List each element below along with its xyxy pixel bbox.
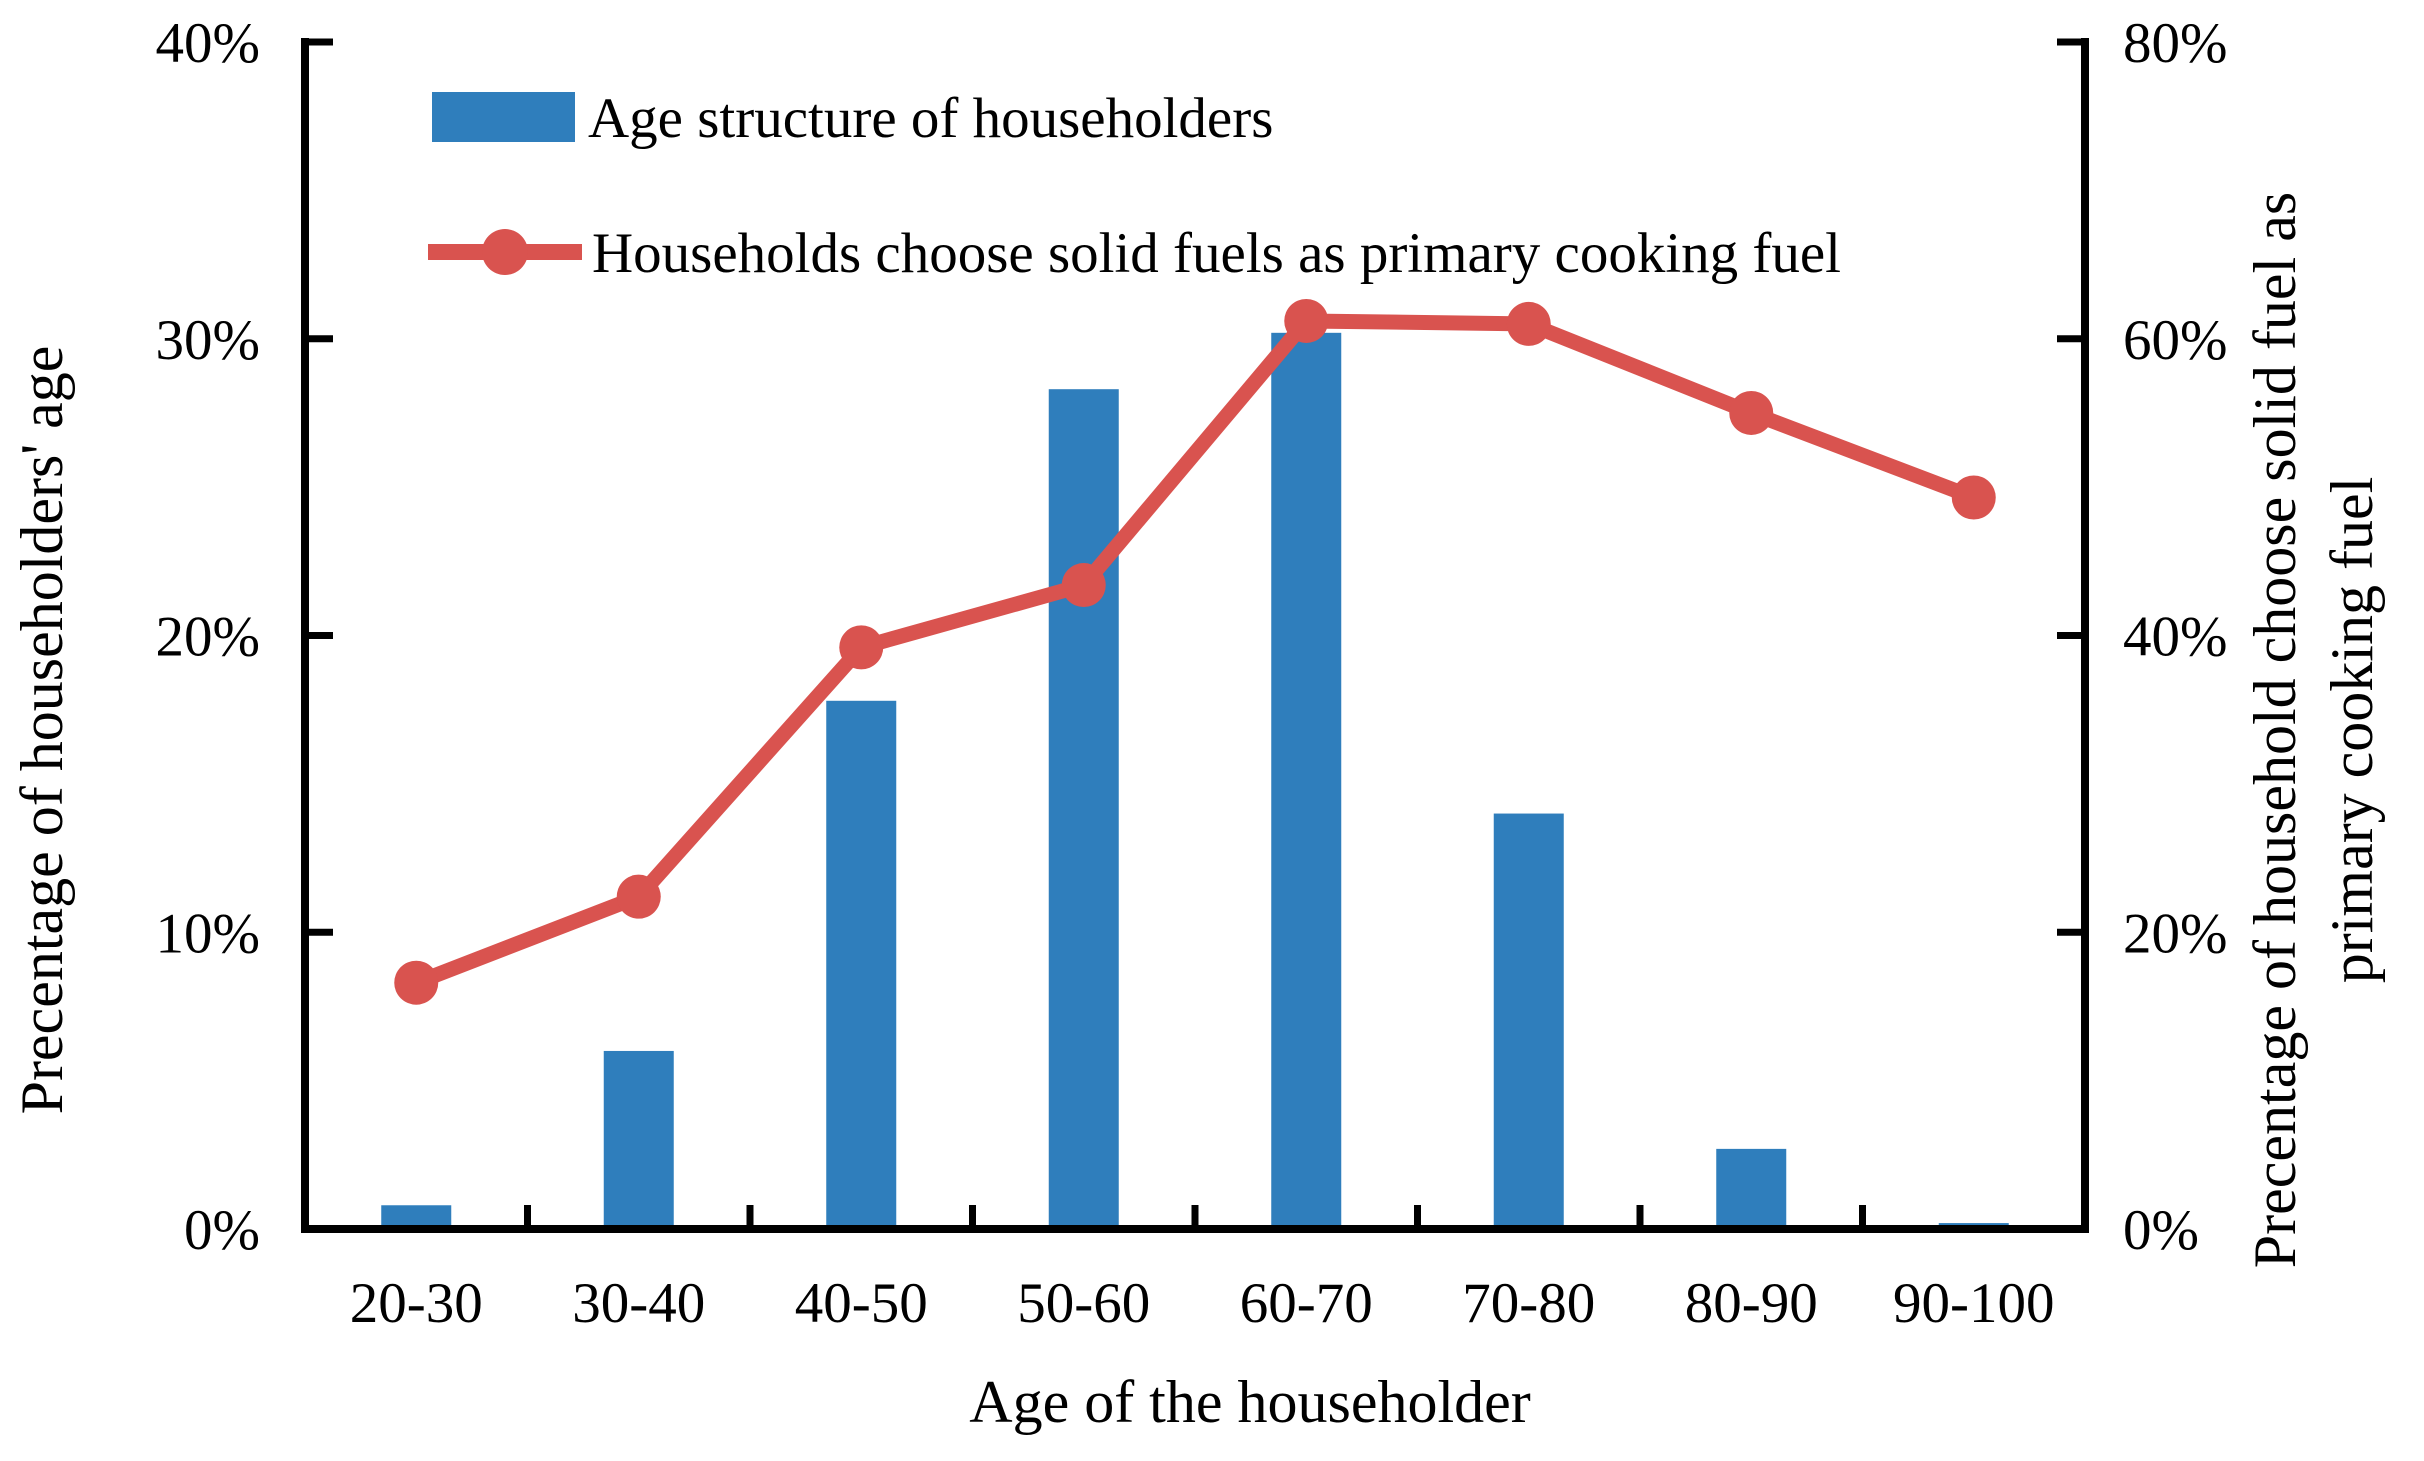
bar-20-30 xyxy=(381,1205,452,1229)
right-tick xyxy=(2057,632,2081,639)
bar-70-80 xyxy=(1493,813,1564,1229)
bar-50-60 xyxy=(1048,389,1119,1229)
left-tick xyxy=(309,1225,333,1233)
right-tick-label: 40% xyxy=(2123,606,2227,669)
x-tick xyxy=(1636,1205,1644,1225)
x-tick-label: 40-50 xyxy=(795,1272,928,1335)
legend-bar-label: Age structure of householders xyxy=(588,87,1273,150)
right-spine xyxy=(2081,38,2089,1233)
left-tick-label: 10% xyxy=(156,902,260,965)
legend: Age structure of householders Households… xyxy=(428,87,1841,285)
left-tick-label: 0% xyxy=(184,1199,260,1262)
x-tick xyxy=(1191,1205,1199,1225)
x-tick-label: 90-100 xyxy=(1893,1272,2054,1335)
line-marker-90-100 xyxy=(1951,475,1996,520)
x-tick xyxy=(524,1205,531,1225)
right-tick-label: 80% xyxy=(2123,12,2227,75)
x-tick-label: 20-30 xyxy=(350,1272,483,1335)
left-spine xyxy=(301,38,309,1233)
right-tick xyxy=(2057,1225,2081,1233)
left-tick xyxy=(309,38,333,46)
left-tick-label: 40% xyxy=(156,12,260,75)
left-tick xyxy=(309,335,333,343)
bottom-spine xyxy=(301,1225,2089,1233)
right-tick-label: 60% xyxy=(2123,309,2227,372)
line-marker-70-80 xyxy=(1506,301,1551,346)
x-tick-label: 70-80 xyxy=(1462,1272,1595,1335)
line-marker-50-60 xyxy=(1061,563,1106,608)
right-tick-label: 20% xyxy=(2123,902,2227,965)
x-tick-label: 30-40 xyxy=(572,1272,705,1335)
right-axis-title-line1: Precentage of household choose solid fue… xyxy=(2242,192,2308,1268)
bar-80-90 xyxy=(1716,1148,1787,1229)
x-tick-label: 60-70 xyxy=(1240,1272,1373,1335)
line-marker-80-90 xyxy=(1729,390,1774,435)
x-tick-label: 50-60 xyxy=(1017,1272,1150,1335)
line-marker-40-50 xyxy=(839,625,884,670)
left-tick-label: 30% xyxy=(156,309,260,372)
left-axis-title: Precentage of householders' age xyxy=(9,346,75,1115)
left-tick xyxy=(309,632,333,639)
left-tick xyxy=(309,928,333,936)
right-tick xyxy=(2057,38,2081,46)
line-marker-20-30 xyxy=(394,960,439,1005)
x-tick xyxy=(746,1205,754,1225)
bar-60-70 xyxy=(1271,332,1342,1229)
line-marker-60-70 xyxy=(1284,298,1329,343)
x-tick-label: 80-90 xyxy=(1685,1272,1818,1335)
x-axis-title: Age of the householder xyxy=(969,1369,1531,1435)
x-tick xyxy=(969,1205,976,1225)
right-axis-title-line2: primary cooking fuel xyxy=(2319,477,2385,984)
right-tick xyxy=(2057,928,2081,936)
bar-30-40 xyxy=(603,1050,674,1229)
line-series xyxy=(413,313,1977,990)
x-tick xyxy=(1414,1205,1421,1225)
x-tick xyxy=(301,1205,309,1225)
legend-line-label: Households choose solid fuels as primary… xyxy=(592,222,1841,285)
x-tick xyxy=(1859,1205,1866,1225)
right-tick-label: 0% xyxy=(2123,1199,2199,1262)
plot-area: 0% 10% 20% 30% 40% 0% 20% 40% 60% 80% 20-30 30-40 40… xyxy=(156,12,2228,1335)
left-tick-label: 20% xyxy=(156,606,260,669)
bar-40-50 xyxy=(826,700,897,1229)
x-tick xyxy=(2081,1205,2089,1225)
right-tick xyxy=(2057,335,2081,343)
legend-bar-swatch-icon xyxy=(432,92,575,142)
line-marker-30-40 xyxy=(616,874,661,919)
legend-line-marker-icon xyxy=(482,229,528,275)
